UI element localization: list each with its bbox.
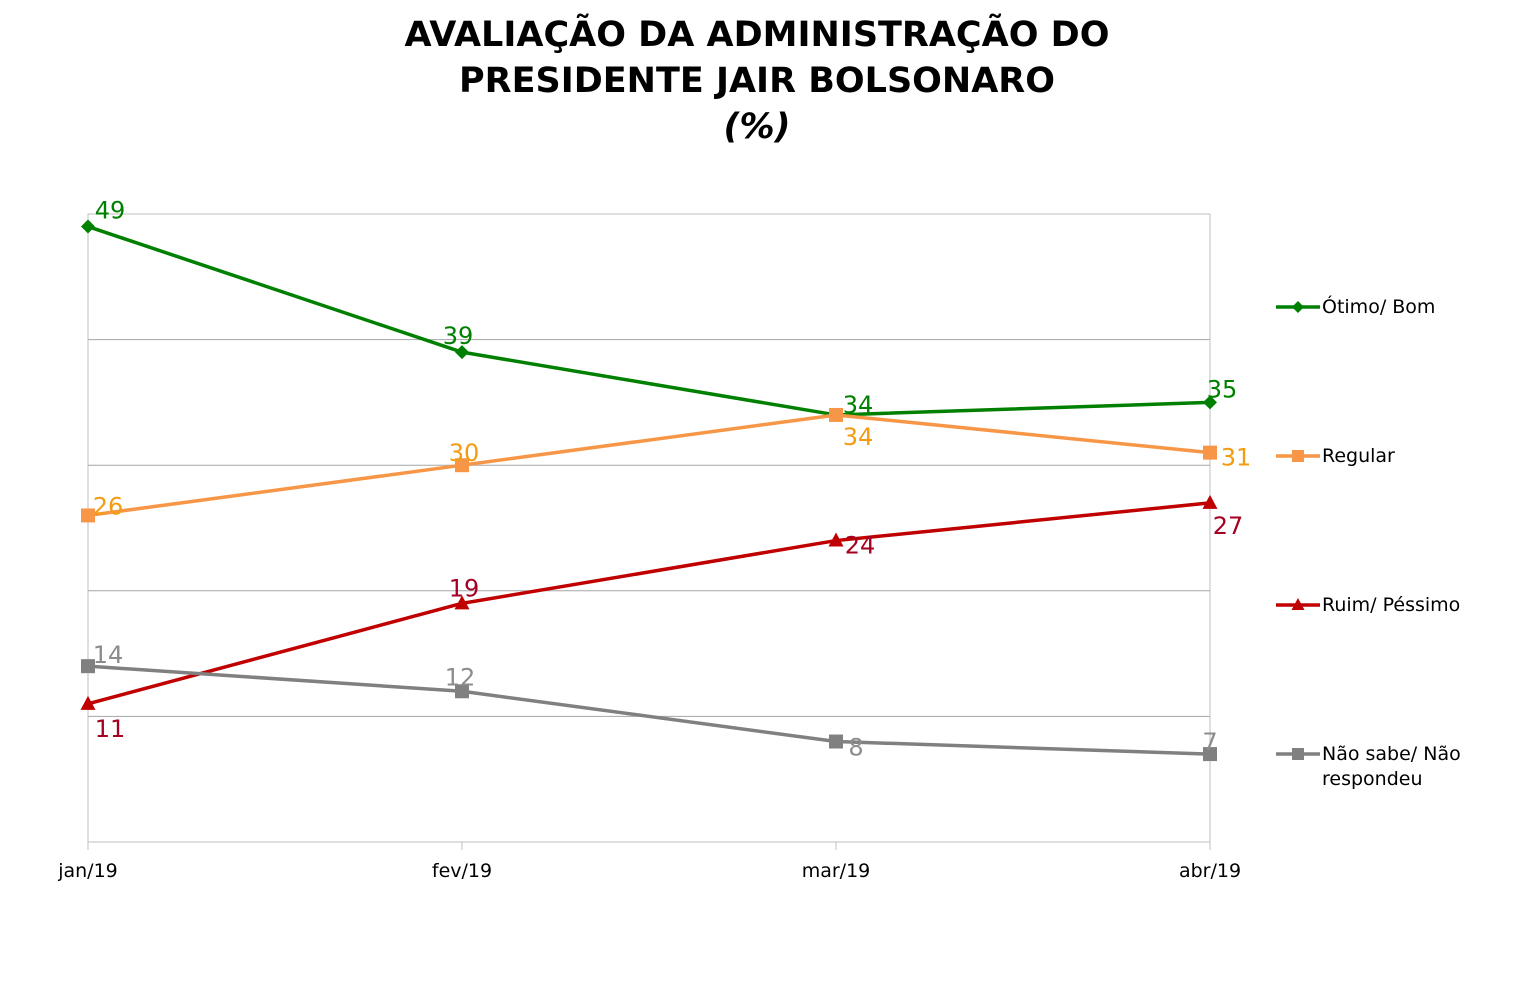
data-label: 19	[449, 574, 480, 602]
x-tick-label: abr/19	[1179, 860, 1241, 882]
data-label: 27	[1213, 512, 1244, 540]
data-label: 39	[443, 322, 474, 350]
legend-marker	[1292, 450, 1304, 462]
chart-title: AVALIAÇÃO DA ADMINISTRAÇÃO DO PRESIDENTE…	[0, 12, 1514, 150]
data-point	[828, 532, 844, 547]
plot-area	[87, 213, 1211, 843]
chart-title-unit: (%)	[723, 107, 791, 147]
x-axis: jan/19 fev/19 mar/19 abr/19	[57, 841, 1241, 882]
legend-label-line: Não sabe/ Não	[1322, 743, 1461, 765]
series-line	[87, 413, 1211, 518]
data-label: 30	[449, 439, 480, 467]
legend-label: Ruim/ Péssimo	[1322, 593, 1460, 618]
x-tick-label: jan/19	[57, 860, 118, 882]
series-3: 11 19 24 27	[80, 494, 1244, 743]
data-point	[1203, 395, 1217, 410]
legend-marker	[1291, 598, 1305, 610]
data-label: 11	[95, 715, 126, 743]
data-point	[1203, 747, 1217, 762]
legend-label-line: Regular	[1322, 445, 1395, 467]
data-point	[455, 684, 469, 699]
legend-label: Não sabe/ Não respondeu	[1322, 742, 1461, 792]
data-label: 34	[843, 423, 874, 451]
legend-key-icon	[1276, 598, 1320, 610]
data-label: 26	[93, 492, 124, 520]
legend-marker	[1292, 301, 1304, 313]
data-label: 35	[1207, 375, 1238, 403]
series-line	[87, 224, 1211, 417]
series-layer: 49 39 34 35 26 30 34 31 11 19 24 27 14 12 8 7	[80, 197, 1252, 762]
data-point	[829, 407, 843, 422]
series-line	[87, 664, 1211, 756]
data-point	[81, 508, 95, 523]
data-point	[1203, 445, 1217, 460]
chart-title-line-2: PRESIDENTE JAIR BOLSONARO	[458, 61, 1055, 101]
data-point	[455, 458, 469, 473]
x-tick-label: mar/19	[802, 860, 871, 882]
legend-label-line: Ruim/ Péssimo	[1322, 594, 1461, 616]
x-tick-label: fev/19	[432, 860, 492, 882]
data-label: 34	[843, 391, 874, 419]
data-point	[81, 659, 95, 674]
legend-key-icon	[1276, 748, 1320, 760]
series-2: 26 30 34 31	[81, 407, 1252, 523]
legend-key-icon	[1276, 301, 1320, 313]
series-line	[87, 501, 1211, 706]
data-label: 49	[95, 197, 126, 225]
data-label: 24	[845, 532, 876, 560]
data-label: 12	[445, 663, 476, 691]
data-point	[1202, 494, 1218, 509]
data-point	[455, 345, 469, 360]
legend-marker	[1292, 748, 1304, 760]
data-point	[80, 695, 96, 710]
legend-label-line: Ótimo/ Bom	[1322, 296, 1436, 318]
data-label: 31	[1221, 444, 1252, 472]
data-point	[81, 219, 95, 234]
plot-frame	[87, 213, 1211, 843]
chart-title-line-1: AVALIAÇÃO DA ADMINISTRAÇÃO DO	[404, 15, 1110, 55]
series-4: 14 12 8 7	[81, 641, 1218, 762]
data-label: 14	[93, 641, 124, 669]
legend-label: Ótimo/ Bom	[1322, 295, 1435, 320]
data-point	[829, 734, 843, 749]
legend-key-icon	[1276, 450, 1320, 462]
data-label: 7	[1202, 728, 1217, 756]
data-point	[454, 595, 470, 610]
data-label: 8	[848, 734, 863, 762]
legend-label-line: respondeu	[1322, 768, 1423, 790]
legend-label: Regular	[1322, 444, 1395, 469]
